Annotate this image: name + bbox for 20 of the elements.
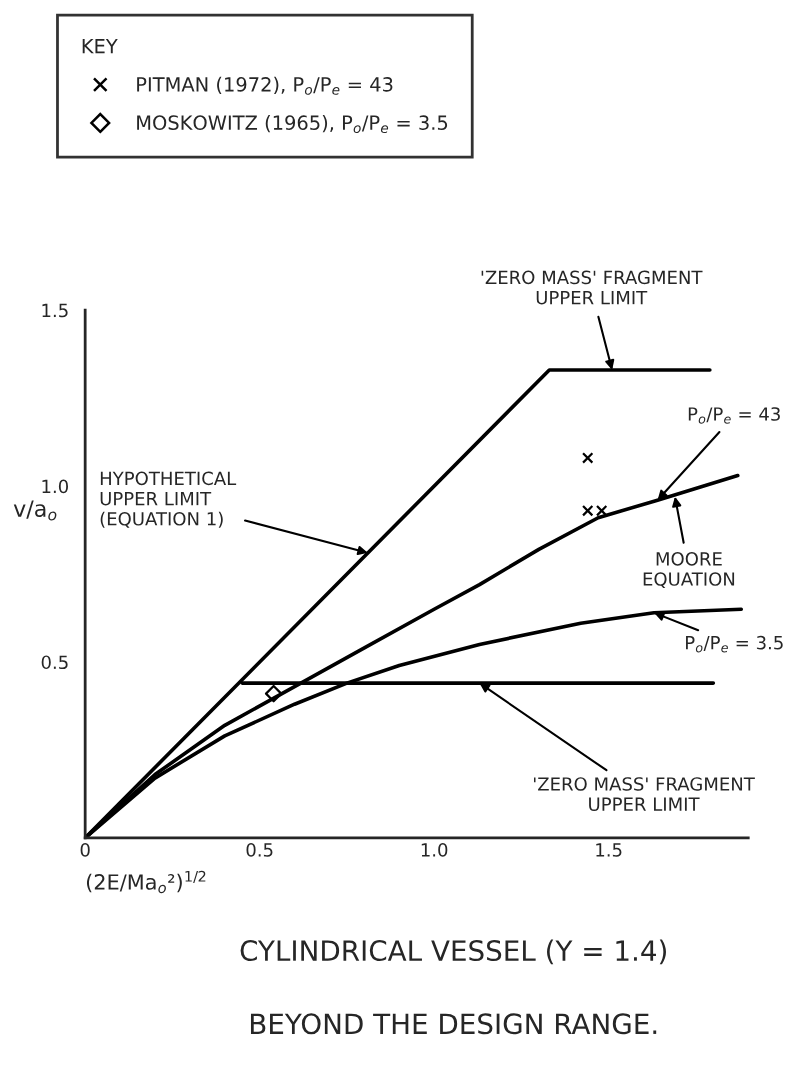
y-axis-title: v/a$_{o}$ [13,500,57,521]
y-tick-label: 1.5 [42,303,68,318]
annotation: HYPOTHETICAL UPPER LIMIT (EQUATION 1) [100,471,237,528]
y-tick-label: 0.5 [41,655,68,670]
x-tick-label: 0 [80,843,90,857]
y-tick-label: 1.0 [42,479,68,494]
x-tick-label: 1.5 [596,843,622,857]
annotation: P$_{o}$/P$_{e}$ = 3.5 [686,635,783,653]
text: BEYOND THE DESIGN RANGE. [250,1013,657,1035]
text: CYLINDRICAL VESSEL (Y = 1.4) [240,939,666,965]
annotation: MOORE EQUATION [643,552,735,588]
annotation: P$_{o}$/P$_{e}$ = 43 [688,407,780,424]
legend-title: KEY [82,39,118,54]
legend-label: MOSKOWITZ (1965), P$_{o}$/P$_{e}$ = 3.5 [137,114,448,134]
annotation: 'ZERO MASS' FRAGMENT UPPER LIMIT [481,270,703,305]
legend-label: PITMAN (1972), P$_{o}$/P$_{e}$ = 43 [137,76,393,95]
x-axis-title: (2E/Ma$_{o}$²)$^{1/2}$ [86,870,206,894]
x-tick-label: 1.0 [421,843,448,857]
annotation: 'ZERO MASS' FRAGMENT UPPER LIMIT [534,777,755,812]
x-tick-label: 0.5 [246,843,273,857]
